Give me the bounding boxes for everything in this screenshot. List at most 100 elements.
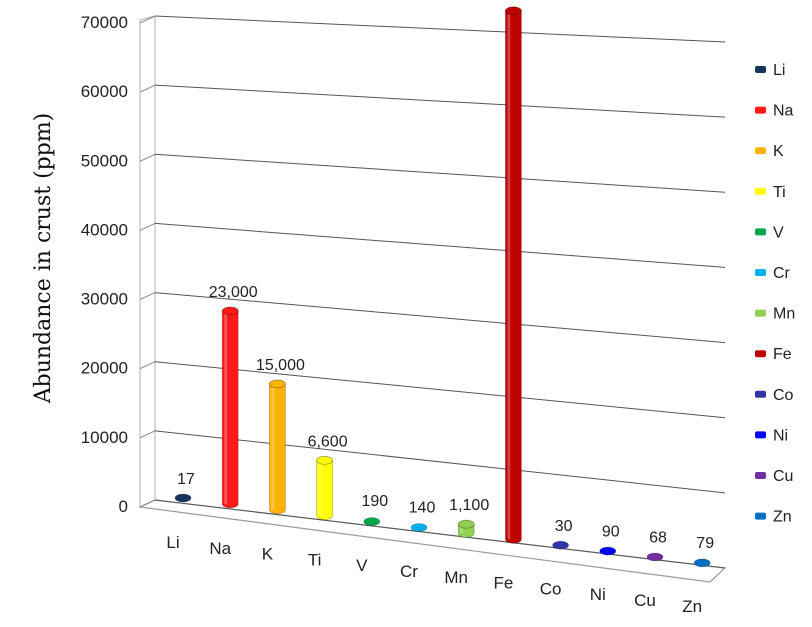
legend-item-k: K [755,143,784,160]
data-label: 90 [602,523,620,540]
legend-label: Na [773,103,794,120]
bar-disc [410,523,428,532]
bar-highlight [460,524,464,534]
legend-swatch [755,228,766,236]
bar-na: 23,000 [209,284,258,509]
legend-label: Zn [773,509,792,526]
legend-item-zn: Zn [755,509,792,526]
legend-swatch [755,187,766,195]
legend-item-li: Li [755,62,785,79]
gridline [154,430,726,494]
gridline [154,84,726,118]
gridline [154,153,726,193]
bar-highlight [271,383,275,510]
legend-item-fe: Fe [755,346,792,363]
legend-label: Mn [773,306,795,323]
y-axis-title: Abundance in crust (ppm) [31,113,56,405]
left-wall [139,15,156,508]
bar-top [457,519,475,529]
gridline-left [139,84,156,93]
bar-ti: 6,600 [308,433,348,521]
legend-item-v: V [755,224,784,241]
data-label: 17 [177,471,195,488]
bar-body [316,459,333,521]
data-label: 15,000 [256,357,305,374]
legend-label: K [773,143,784,160]
legend-swatch [755,512,766,520]
gridline-left [139,361,156,370]
gridline [154,222,726,268]
x-tick-label: K [262,545,274,564]
x-tick-label: Co [540,579,562,598]
legend-swatch [755,147,766,155]
legend-swatch [755,390,766,398]
bar-highlight [318,460,322,516]
bar-zn: 79 [693,535,714,568]
legend-swatch [755,472,766,479]
y-tick-label: 60000 [81,82,128,101]
gridline [154,499,726,569]
bar-fe: 63,000 [492,0,541,544]
gridline-left [139,222,156,231]
data-label: 79 [696,535,714,552]
gridline-left [139,15,156,24]
legend-label: Co [773,387,794,404]
gridline [154,292,726,344]
gridline-left [139,292,156,301]
bar-disc [174,493,192,503]
y-axis-ticks: 0 10000 20000 30000 40000 50000 60000 70000 [81,13,128,516]
bar-top [268,379,286,389]
gridlines [137,15,727,583]
bar-k: 15,000 [256,357,305,515]
legend-label: Ti [773,184,786,201]
data-label: 6,600 [308,433,348,450]
y-tick-label: 50000 [81,151,128,170]
legend-swatch [755,350,766,358]
bar-cu: 68 [646,529,667,562]
legend-item-cu: Cu [755,468,793,485]
data-label: 63,000 [492,0,541,1]
bar-mn: 1,100 [449,497,489,538]
legend-label: Cr [773,265,791,282]
x-tick-label: Mn [444,568,468,587]
bar-top [221,306,239,316]
y-tick-label: 20000 [81,359,128,378]
legend-swatch [755,66,766,73]
legend-item-ni: Ni [755,427,788,444]
y-tick-label: 10000 [81,428,128,447]
data-label: 23,000 [209,284,258,301]
bar-disc [552,540,569,550]
x-tick-label: Ni [590,585,606,604]
legend-swatch [755,309,766,317]
bar-top [316,455,334,465]
y-tick-label: 70000 [81,13,128,32]
bar-top [505,6,522,16]
legend-item-cr: Cr [755,265,791,282]
bar-v: 190 [361,493,388,526]
legend: Li Na K Ti V Cr Mn Fe Co Ni Cu Zn [755,62,795,526]
bar-disc [693,558,711,568]
x-axis-labels: Li Na K Ti V Cr Mn Fe Co Ni Cu Zn [166,533,702,616]
bar-body [221,310,239,509]
legend-swatch [755,269,766,276]
legend-swatch [755,431,766,439]
gridline [154,15,726,43]
legend-label: Ni [773,427,788,444]
bar-body [505,10,522,544]
x-tick-label: Na [209,539,231,558]
x-tick-label: Cr [400,562,418,581]
bar-body [269,383,286,515]
data-label: 30 [555,518,573,535]
legend-label: V [773,224,784,241]
bar-ni: 90 [599,523,620,556]
bar-disc [363,517,381,526]
legend-label: Cu [773,468,793,485]
legend-item-mn: Mn [755,306,795,323]
gridline-left [139,430,156,439]
legend-item-co: Co [755,387,794,404]
legend-item-na: Na [755,103,794,120]
bar-disc [646,552,664,562]
data-label: 190 [361,493,388,510]
gridline [154,361,726,419]
legend-label: Li [773,62,785,79]
